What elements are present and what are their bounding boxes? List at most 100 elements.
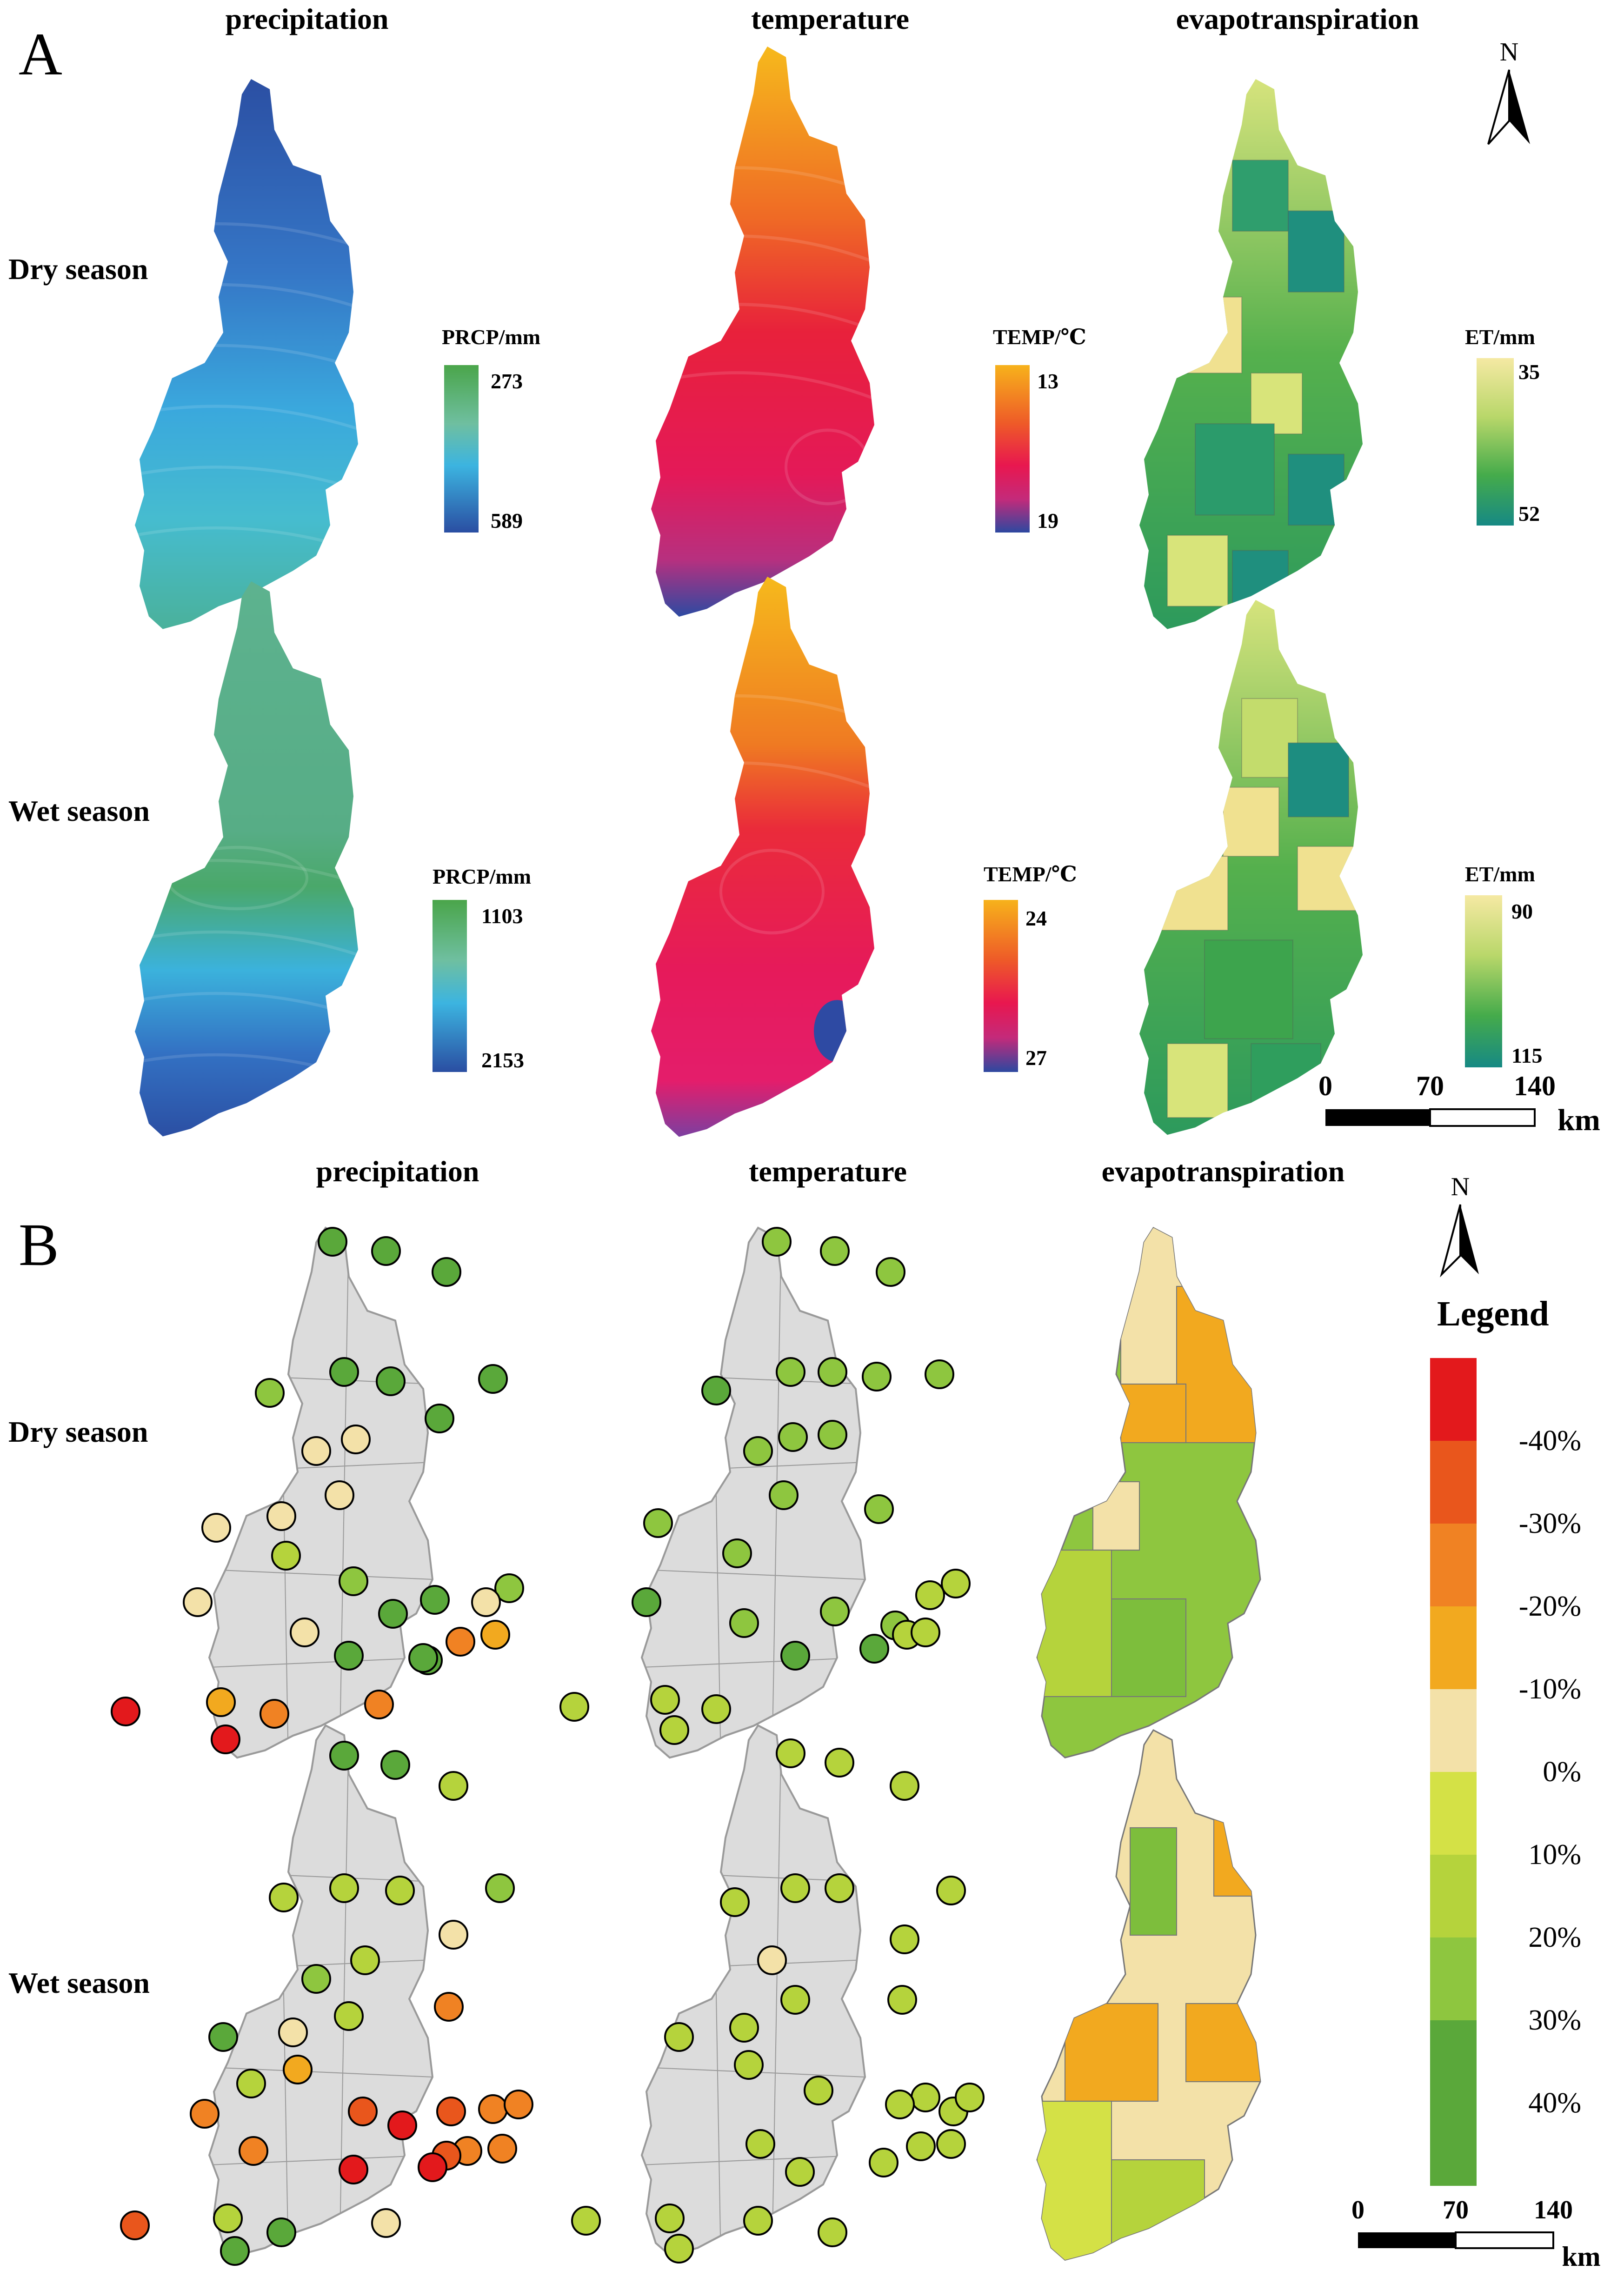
station-point [655,2204,685,2233]
station-point [371,2208,401,2238]
north-arrow-a: N [1487,38,1530,145]
map-b-dry-precipitation [209,1228,433,1765]
legend-swatch [1430,1524,1477,1606]
station-point [380,1750,410,1780]
station-point [436,2097,466,2126]
station-point [762,1227,792,1257]
station-point [190,2099,220,2129]
station-point [729,2013,759,2043]
station-point [371,1236,401,1266]
legend-label: -30% [1519,1508,1581,1539]
legend-wet-et-title: ET/mm [1465,862,1535,886]
station-point [906,2131,936,2161]
station-point [364,1690,394,1719]
scale-a-0: 0 [1318,1071,1332,1101]
legend-wet-et-bottom: 115 [1511,1044,1542,1067]
north-arrow-b: N [1440,1172,1479,1278]
panel-a-col-temperature: temperature [751,2,909,35]
station-point [201,1513,231,1543]
panel-b-row-dry: Dry season [8,1415,148,1448]
station-point [439,1920,468,1950]
station-point [825,1748,854,1778]
station-point [757,1945,787,1975]
station-point [339,2155,368,2184]
legend-label: 0% [1543,1756,1581,1788]
legend-b: Legend -40% -30% -20% -10% 0% 10% 20% 30% 40% [1430,1294,1581,2186]
station-point [936,1876,966,1905]
station-point [341,1425,371,1454]
legend-dry-prcp-title: PRCP/mm [442,325,540,349]
legend-label: 30% [1528,2004,1581,2036]
station-point [780,1873,810,1903]
station-point [559,1692,589,1722]
legend-dry-et-top: 35 [1518,360,1540,384]
station-point [111,1697,140,1726]
scale-bar-a: 0 70 140 km [1318,1071,1600,1137]
station-point [955,2083,985,2112]
station-point [722,1538,752,1568]
panel-b: B precipitation temperature evapotranspi… [8,1155,1601,2272]
station-point [643,1508,673,1538]
station-point [376,1366,406,1396]
station-point [432,1257,461,1287]
station-point [236,2069,266,2098]
legend-wet-prcp-bar [433,900,467,1072]
legend-dry-prcp-top: 273 [491,369,523,393]
station-point [471,1587,501,1617]
scale-a-unit: km [1557,1103,1600,1137]
station-point [776,1357,805,1387]
station-point [290,1618,319,1647]
legend-wet-prcp-title: PRCP/mm [433,865,531,888]
map-wet-temperature [651,577,874,1137]
legend-swatch [1430,1358,1477,1441]
station-point [408,1643,438,1673]
legend-dry-prcp: PRCP/mm 273 589 [442,325,540,533]
station-point [504,2090,533,2119]
station-point [869,2148,899,2177]
scale-b-unit: km [1562,2241,1600,2272]
station-point [859,1634,889,1664]
legend-wet-temp-title: TEMP/℃ [984,862,1077,886]
station-point [745,2129,775,2159]
station-point [664,2022,694,2052]
station-point [325,1480,354,1510]
legend-wet-et: ET/mm 90 115 [1465,862,1542,1067]
legend-wet-et-top: 90 [1511,899,1533,923]
legend-wet-temp-bottom: 27 [1025,1046,1047,1070]
scale-b-140: 140 [1534,2196,1573,2224]
panel-a-label: A [19,21,62,88]
station-point [339,1566,368,1596]
panel-a-col-precipitation: precipitation [226,2,389,35]
station-point [659,1715,689,1745]
station-points [111,1227,985,2266]
station-point [571,2206,601,2236]
station-point [769,1480,799,1510]
map-b-dry-temperature [642,1228,865,1765]
station-point [425,1404,454,1433]
panel-b-row-wet: Wet season [8,1966,150,1999]
map-wet-evapotranspiration [1139,600,1363,1135]
north-label-b: N [1451,1172,1470,1201]
station-point [434,1992,464,2022]
legend-label: 10% [1528,1839,1581,1871]
station-point [266,1501,296,1531]
station-point [820,1597,850,1626]
station-point [446,1627,475,1657]
station-point [387,2111,417,2140]
panel-b-col-precipitation: precipitation [316,1155,479,1188]
legend-dry-prcp-bottom: 589 [491,509,523,533]
station-point [255,1378,285,1408]
station-point [911,1618,940,1647]
station-point [664,2234,694,2264]
scale-b-0: 0 [1351,2196,1364,2224]
legend-b-title: Legend [1437,1294,1549,1333]
station-point [729,1608,759,1638]
station-point [487,2134,517,2164]
map-dry-temperature [651,47,874,617]
station-point [720,1887,750,1917]
station-point [650,1685,680,1715]
legend-swatch [1430,1689,1477,1772]
station-point [936,2129,966,2159]
legend-dry-temp-title: TEMP/℃ [993,325,1086,349]
legend-label: -40% [1519,1425,1581,1457]
